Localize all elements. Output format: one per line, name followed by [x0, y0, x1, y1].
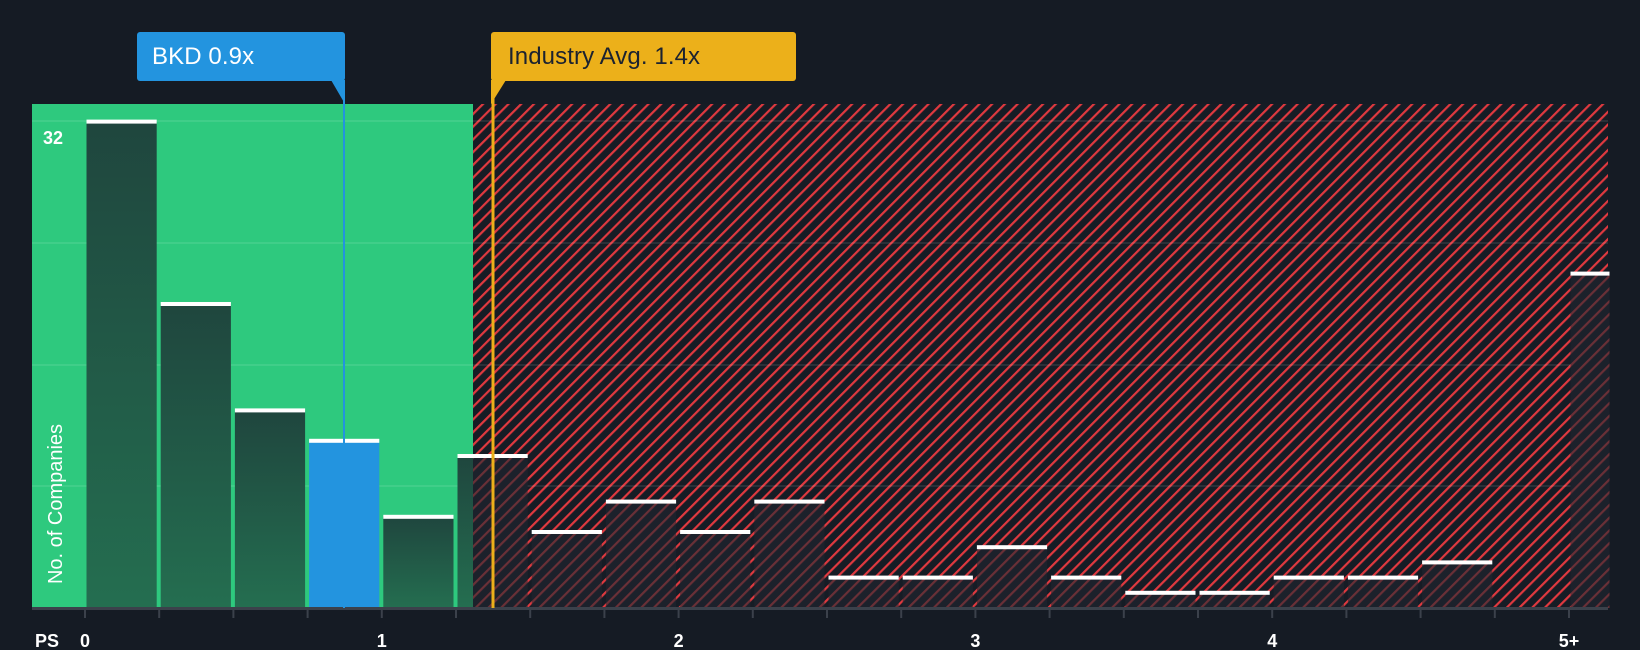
- x-axis-tick-label: 4: [1267, 631, 1277, 650]
- histogram-bar: [1199, 590, 1270, 608]
- y-axis-max-label: 32: [43, 128, 63, 148]
- histogram-bars: [86, 119, 1610, 608]
- histogram-bar: [383, 514, 454, 608]
- x-axis-label: PS: [35, 631, 59, 650]
- histogram-bar: [1570, 271, 1610, 608]
- histogram-bar: [1273, 575, 1344, 608]
- histogram-bar: [1051, 575, 1122, 608]
- histogram-bar: [902, 575, 973, 608]
- x-axis-tick-labels: 0 1 2 3 4 5+: [80, 631, 1579, 650]
- company-ps-label: BKD 0.9x: [152, 42, 255, 70]
- industry-callout-pointer: [491, 80, 506, 104]
- histogram-bar: [86, 119, 157, 608]
- industry-avg-label: Industry Avg. 1.4x: [508, 42, 701, 70]
- histogram-bar: [680, 530, 751, 608]
- company-callout-pointer: [331, 80, 345, 104]
- histogram-bar: [531, 530, 602, 608]
- histogram-bar: [1422, 560, 1493, 608]
- histogram-bar: [828, 575, 899, 608]
- x-axis-tick-label: 5+: [1559, 631, 1580, 650]
- histogram-bar: [754, 499, 825, 608]
- industry-avg-callout: Industry Avg. 1.4x: [491, 32, 796, 81]
- histogram-bar: [1347, 575, 1419, 608]
- histogram-bar: [976, 545, 1048, 608]
- x-axis-tick-label: 3: [970, 631, 980, 650]
- x-axis-tick-label: 2: [674, 631, 684, 650]
- histogram-bar: [1125, 590, 1196, 608]
- x-axis-tick-label: 1: [377, 631, 387, 650]
- x-axis-ticks: [84, 609, 1570, 618]
- histogram-bar: [160, 302, 231, 608]
- histogram-bar: [605, 499, 677, 608]
- x-axis-tick-label: 0: [80, 631, 90, 650]
- y-axis-label: No. of Companies: [45, 424, 67, 584]
- histogram-bar: [234, 408, 306, 608]
- company-ps-callout: BKD 0.9x: [137, 32, 345, 81]
